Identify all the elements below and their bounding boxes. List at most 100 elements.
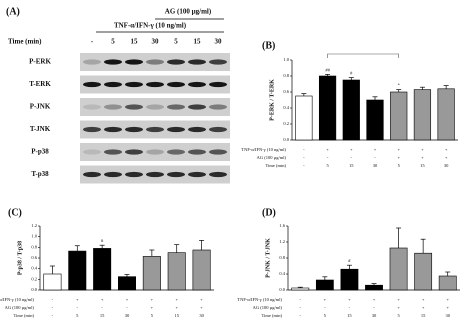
bar [438,275,457,291]
bar [389,247,408,291]
bar [68,250,87,291]
blot-band [167,126,185,133]
significance-mark: # [350,71,353,76]
condition-value: + [126,297,129,302]
blot-strip [80,53,230,71]
condition-value: + [175,297,178,302]
condition-label: Time (min) [14,313,35,318]
blot-band [83,59,101,65]
y-axis-label: P-JNK / T-JNK [265,238,271,278]
condition-value: 5 [76,313,79,318]
condition-value: 5 [151,313,154,318]
blot-band [125,149,143,155]
condition-value: + [350,147,353,152]
blot-band [83,126,101,133]
condition-value: - [77,305,79,310]
condition-value: 15 [100,313,105,318]
bar [437,88,455,141]
condition-value: - [52,305,54,310]
condition-value: 5 [398,163,401,168]
condition-value: + [374,147,377,152]
y-tick-label: 1.6 [279,223,285,228]
condition-value: + [397,155,400,160]
blot-band [125,126,143,133]
time-value: - [91,38,94,46]
blot-strip [80,143,230,161]
y-tick-label: 1.0 [31,234,37,239]
blot-band [83,81,101,88]
blot-band [209,59,227,65]
condition-label: Time (min) [266,163,287,168]
y-tick-label: 0.4 [279,271,285,276]
bar [342,79,360,141]
condition-value: + [422,305,425,310]
condition-value: - [52,313,54,318]
bar [167,252,186,291]
condition-value: 30 [373,163,378,168]
y-tick-label: 0.0 [279,287,285,292]
condition-value: - [324,305,326,310]
condition-value: 5 [326,163,329,168]
blot-row-label: P-JNK [30,103,51,111]
blot-strip [80,98,230,116]
blot-band [146,81,164,88]
panel-label: (D) [262,207,276,218]
blot-band [209,104,227,110]
blot-row-label: P-ERK [29,58,51,66]
blot-band [104,59,122,65]
blot-band [125,59,143,65]
condition-value: + [445,147,448,152]
significance-mark: ## [325,67,330,72]
blot-band [83,149,101,155]
condition-value: - [300,297,302,302]
condition-value: - [52,297,54,302]
condition-value: + [200,305,203,310]
time-value: 30 [152,38,160,46]
blot-band [167,59,185,65]
condition-value: + [373,297,376,302]
blot-row-label: T-p38 [31,170,49,178]
condition-value: + [151,297,154,302]
blot-band [188,104,206,110]
condition-label: TNF-α/IFN-γ (10 ng/ml) [237,297,282,302]
blot-band [125,104,143,110]
bar [390,91,408,141]
condition-value: - [373,305,375,310]
condition-value: + [324,297,327,302]
condition-value: + [397,297,400,302]
blot-band [83,104,101,110]
bar [414,252,433,291]
condition-value: - [374,155,376,160]
blot-band [146,171,164,178]
blot-band [167,81,185,88]
blot-band [188,81,206,88]
condition-value: 15 [347,313,352,318]
y-tick-label: 1.0 [283,57,289,62]
condition-value: 15 [349,163,354,168]
y-tick-label: 1.2 [279,239,285,244]
bar [291,287,310,291]
condition-value: + [200,297,203,302]
panel-label: (C) [8,207,22,218]
significance-mark: # [101,238,104,243]
condition-value: + [446,297,449,302]
condition-label: AG (100 µg/ml) [253,305,283,310]
condition-value: + [76,297,79,302]
bar [318,75,337,141]
comparison-bracket [327,53,400,58]
ag-label: AG (100 µg/ml) [165,8,212,16]
condition-value: 30 [199,313,204,318]
blot-band [209,171,227,178]
blot-band [209,126,227,133]
significance-mark: * [398,83,401,88]
condition-value: + [421,147,424,152]
condition-value: + [151,305,154,310]
y-tick-label: 0.2 [31,276,37,281]
y-tick-label: 0.4 [31,266,37,271]
panel-label: (B) [262,40,275,51]
condition-value: + [422,297,425,302]
condition-value: 15 [421,313,426,318]
bar [192,249,211,291]
blot-band [104,126,122,133]
